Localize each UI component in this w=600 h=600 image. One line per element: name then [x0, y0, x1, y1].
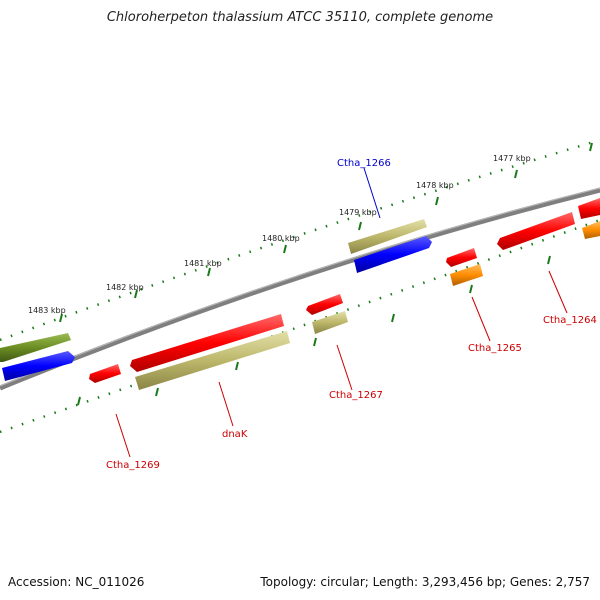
gene-label-ctha1265: Ctha_1265 — [468, 343, 522, 354]
scale-label: 1482 kbp — [106, 283, 144, 292]
scale-label: 1481 kbp — [184, 259, 222, 268]
gene-label-ctha1264: Ctha_1264 — [543, 315, 597, 326]
genome-backbone — [0, 187, 600, 391]
label-leader-lines — [115, 167, 568, 458]
gene-orange-right-edge[interactable] — [582, 221, 600, 239]
gene-label-ctha1269: Ctha_1269 — [106, 460, 160, 471]
scale-label: 1478 kbp — [416, 181, 454, 190]
inner-major-ticks — [77, 255, 551, 406]
gene-ctha1266-blue[interactable] — [354, 236, 432, 273]
gene-dnak-red[interactable] — [130, 314, 284, 372]
scale-label: 1477 kbp — [493, 154, 531, 163]
gene-ctha1265-red[interactable] — [446, 248, 477, 267]
scale-labels: 1477 kbp 1478 kbp 1479 kbp 1480 kbp 1481… — [28, 154, 531, 315]
accession-text: Accession: NC_011026 — [8, 575, 145, 589]
outer-major-ticks — [59, 142, 593, 323]
map-title: Chloroherpeton thalassium ATCC 35110, co… — [106, 10, 494, 25]
gene-olive-left[interactable] — [0, 333, 71, 362]
gene-ctha1266-khaki[interactable] — [348, 219, 427, 254]
gene-ctha1267-red[interactable] — [306, 294, 343, 315]
inner-tick-track — [0, 218, 600, 434]
scale-label: 1480 kbp — [262, 234, 300, 243]
scale-label: 1483 kbp — [28, 306, 66, 315]
scale-label: 1479 kbp — [339, 208, 377, 217]
gene-label-ctha1266: Ctha_1266 — [337, 158, 391, 169]
gene-ctha1269[interactable] — [89, 364, 121, 383]
gene-ctha1267-khaki[interactable] — [312, 311, 348, 334]
gene-ctha1264[interactable] — [497, 212, 575, 250]
genome-stats-text: Topology: circular; Length: 3,293,456 bp… — [260, 575, 590, 589]
gene-label-dnak: dnaK — [222, 429, 248, 440]
gene-label-ctha1267: Ctha_1267 — [329, 390, 383, 401]
gene-dnak-khaki[interactable] — [135, 331, 290, 390]
gene-red-right-edge[interactable] — [578, 198, 600, 219]
gene-blue-left[interactable] — [2, 351, 75, 381]
gene-ctha1265-orange[interactable] — [450, 264, 483, 286]
